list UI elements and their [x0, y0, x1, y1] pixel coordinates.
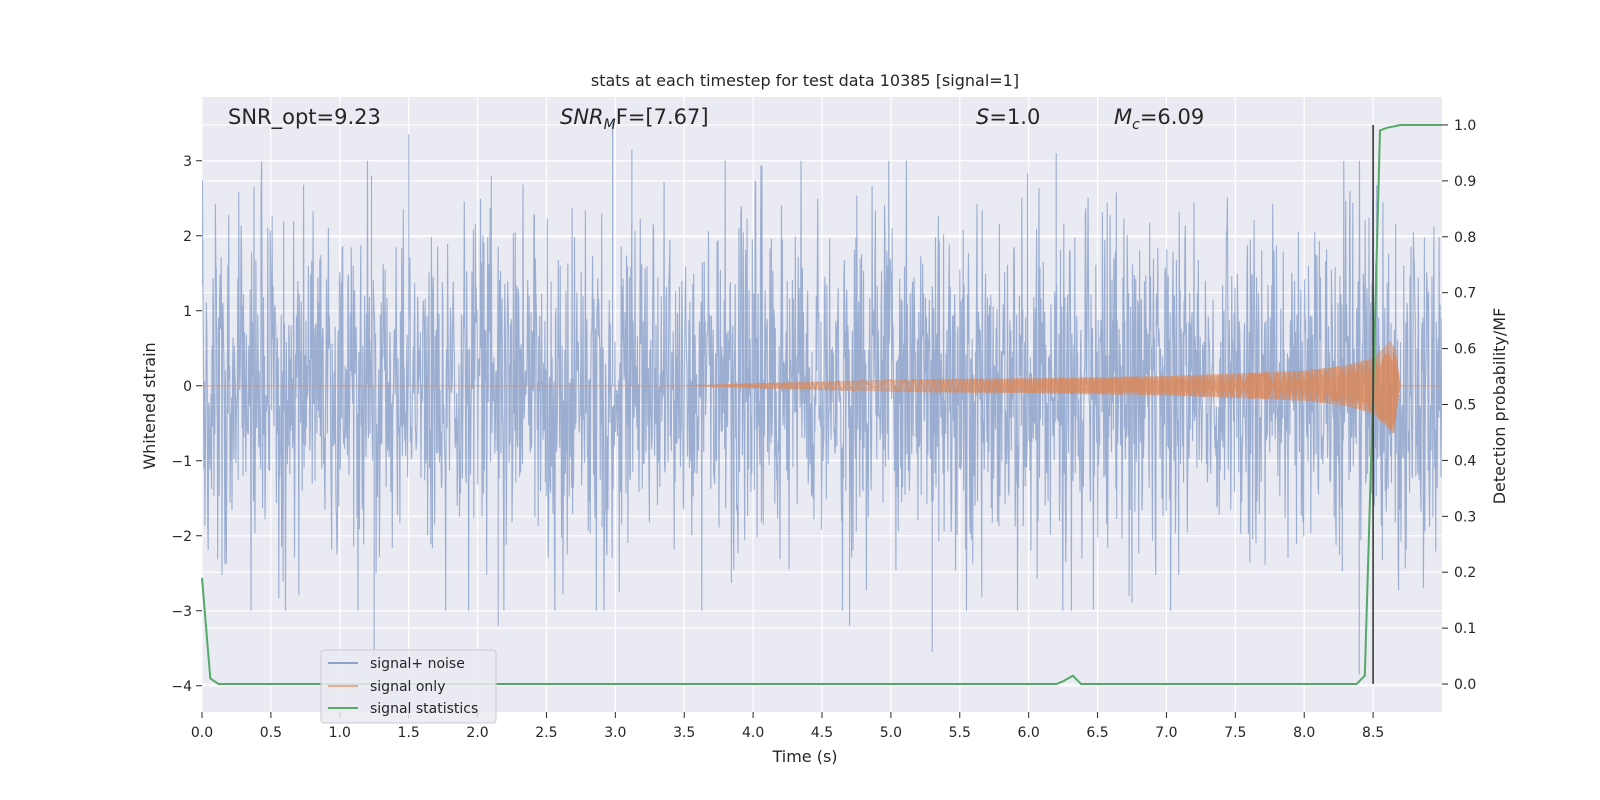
y-right-tick-label: 0.3: [1454, 509, 1476, 525]
x-tick-label: 0.0: [191, 725, 213, 741]
y-axis-right-label: Detection probability/MF: [1490, 308, 1509, 505]
y-right-tick-label: 1.0: [1454, 118, 1476, 134]
y-tick-label: −3: [171, 604, 192, 620]
snr-mf-sub: M: [604, 117, 616, 133]
x-tick-label: 6.0: [1018, 725, 1040, 741]
x-tick-label: 2.5: [535, 725, 557, 741]
y-tick-label: 3: [183, 154, 192, 170]
snr-opt-annotation: SNR_opt=9.23: [228, 105, 381, 130]
series-signal-only: [202, 340, 1442, 434]
x-tick-label: 8.5: [1362, 725, 1384, 741]
y-right-tick-label: 0.8: [1454, 230, 1476, 246]
x-tick-label: 0.5: [260, 725, 282, 741]
right-axis: 1.0 0.9 0.8 0.7 0.6 0.5 0.4 0.3 0.2 0.1 0.0: [1442, 118, 1476, 693]
y-right-tick-label: 0.7: [1454, 286, 1476, 302]
snr-mf-main: SNR: [560, 105, 604, 129]
series-signal-plus-noise: [202, 119, 1442, 675]
chart-title: stats at each timestep for test data 103…: [591, 71, 1019, 90]
x-tick-label: 6.5: [1086, 725, 1108, 741]
signal-only-line: [202, 352, 1442, 434]
y-right-tick-label: 0.4: [1454, 453, 1476, 469]
x-tick-label: 3.5: [673, 725, 695, 741]
x-tick-label: 1.5: [398, 725, 420, 741]
legend-label-signal-only: signal only: [370, 679, 445, 695]
y-tick-label: 2: [183, 229, 192, 245]
snr-mf-tail: F=[7.67]: [616, 105, 709, 129]
mc-main: M: [1114, 105, 1132, 129]
x-axis-label: Time (s): [771, 747, 837, 766]
x-tick-label: 7.5: [1224, 725, 1246, 741]
x-tick-label: 3.0: [604, 725, 626, 741]
legend-label-signal-plus-noise: signal+ noise: [370, 656, 465, 672]
y-tick-label: −4: [171, 679, 192, 695]
signal-only-envelope: [202, 340, 1442, 431]
y-right-tick-label: 0.0: [1454, 677, 1476, 693]
s-tail: =1.0: [989, 105, 1040, 129]
x-tick-label: 7.0: [1155, 725, 1177, 741]
s-main: S: [976, 105, 989, 129]
mc-tail: =6.09: [1140, 105, 1204, 129]
y-right-tick-label: 0.2: [1454, 565, 1476, 581]
x-tick-label: 5.5: [949, 725, 971, 741]
y-axis-label: Whitened strain: [140, 342, 159, 469]
y-tick-label: −2: [171, 529, 192, 545]
y-right-tick-label: 0.1: [1454, 621, 1476, 637]
legend-label-signal-statistics: signal statistics: [370, 701, 478, 717]
x-tick-label: 4.5: [811, 725, 833, 741]
mc-annotation: Mc=6.09: [1114, 105, 1204, 133]
y-right-tick-label: 0.9: [1454, 174, 1476, 190]
mc-sub: c: [1132, 117, 1140, 133]
x-axis: 0.0 0.5 1.0 1.5 2.0 2.5 3.0 3.5 4.0 4.5 5.0 5.5 6.0 6…: [191, 712, 1384, 741]
x-tick-label: 2.0: [466, 725, 488, 741]
y-right-tick-label: 0.5: [1454, 398, 1476, 414]
left-axis: 3 2 1 0 −1 −2 −3 −4: [171, 154, 202, 695]
x-tick-label: 5.0: [880, 725, 902, 741]
y-right-tick-label: 0.6: [1454, 342, 1476, 358]
annotations: SNR_opt=9.23 SNRMF=[7.67] S=1.0 Mc=6.09: [228, 105, 1204, 133]
x-tick-label: 4.0: [742, 725, 764, 741]
y-tick-label: −1: [171, 454, 192, 470]
x-tick-label: 1.0: [329, 725, 351, 741]
s-annotation: S=1.0: [976, 105, 1040, 129]
legend: signal+ noise signal only signal statist…: [320, 649, 497, 724]
x-tick-label: 8.0: [1293, 725, 1315, 741]
y-tick-label: 0: [183, 379, 192, 395]
y-tick-label: 1: [183, 304, 192, 320]
snr-mf-annotation: SNRMF=[7.67]: [560, 105, 709, 133]
signal-plus-noise-line: [202, 119, 1442, 675]
legend-box: [320, 649, 497, 724]
